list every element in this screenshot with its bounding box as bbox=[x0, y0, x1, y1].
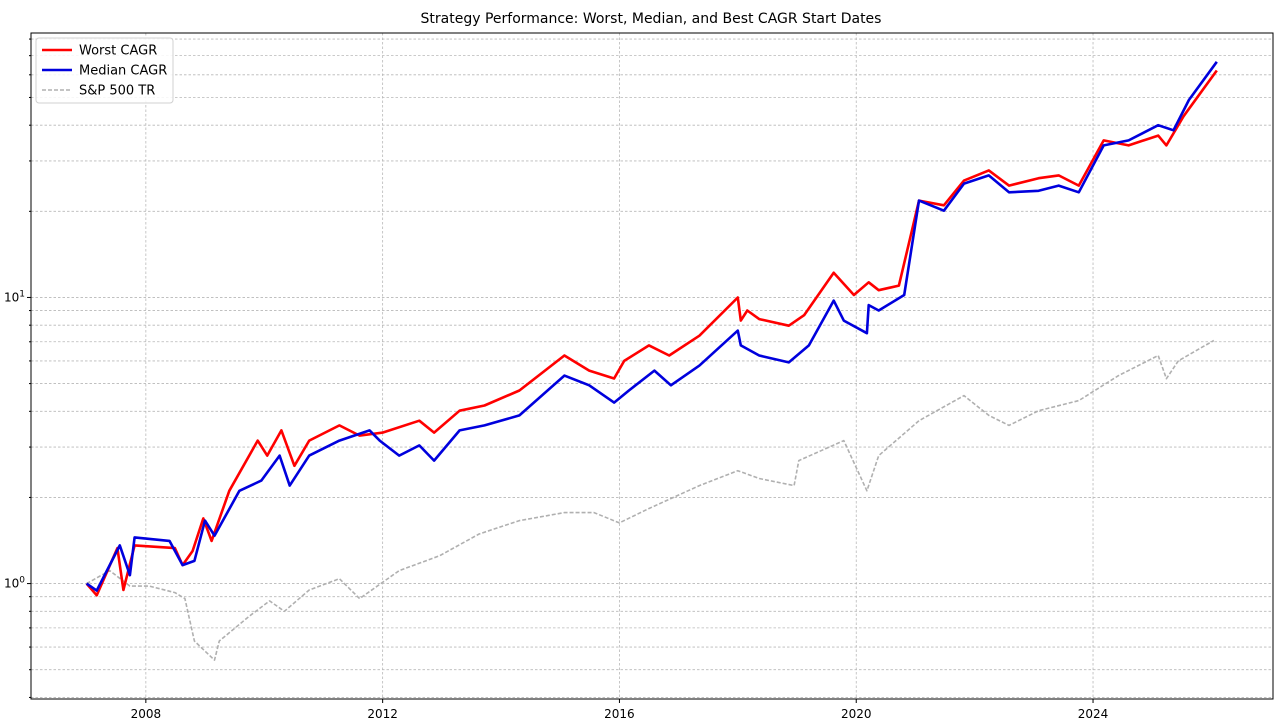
series-line-median-cagr bbox=[85, 61, 1218, 592]
series-line-s-p-500-tr bbox=[86, 339, 1215, 661]
grid bbox=[31, 33, 1273, 699]
legend: Worst CAGR Median CAGR S&P 500 TR bbox=[35, 37, 174, 104]
legend-label: S&P 500 TR bbox=[79, 84, 155, 99]
legend-label: Median CAGR bbox=[79, 64, 167, 79]
x-axis: 2008 2012 2016 2020 2024 bbox=[131, 699, 1109, 721]
x-tick-label: 2008 bbox=[131, 707, 162, 721]
y-tick-label: 100 bbox=[4, 576, 25, 591]
x-tick-label: 2016 bbox=[604, 707, 635, 721]
y-axis: 100 101 bbox=[4, 38, 31, 698]
chart-title: Strategy Performance: Worst, Median, and… bbox=[421, 11, 882, 27]
x-tick-label: 2024 bbox=[1078, 707, 1109, 721]
x-tick-label: 2012 bbox=[367, 707, 398, 721]
y-tick-label: 101 bbox=[4, 289, 25, 304]
series-lines bbox=[85, 61, 1218, 661]
legend-box bbox=[35, 37, 174, 104]
plot-frame bbox=[30, 32, 1274, 700]
series-line-worst-cagr bbox=[85, 69, 1218, 597]
x-tick-label: 2020 bbox=[841, 707, 872, 721]
legend-label: Worst CAGR bbox=[79, 44, 157, 59]
